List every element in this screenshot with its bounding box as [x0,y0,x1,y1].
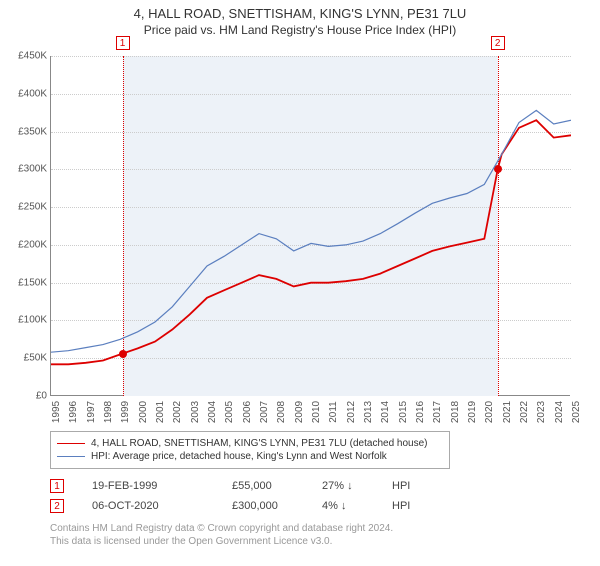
legend-label: HPI: Average price, detached house, King… [91,451,387,462]
x-tick-label: 1995 [51,401,62,423]
y-tick-label: £350K [3,126,47,137]
y-tick-label: £50K [3,353,47,364]
series-svg [51,56,571,396]
x-tick-label: 1997 [86,401,97,423]
sale-pct: 27% ↓ [322,480,392,492]
y-tick-label: £150K [3,277,47,288]
x-tick-label: 1999 [120,401,131,423]
sale-index-box: 1 [50,479,64,493]
legend-swatch [57,443,85,444]
chart-area: £0£50K£100K£150K£200K£250K£300K£350K£400… [50,56,570,396]
x-tick-label: 2025 [571,401,582,423]
x-tick-label: 1998 [103,401,114,423]
sale-index-box: 2 [50,499,64,513]
x-tick-label: 2019 [467,401,478,423]
sale-hpi-label: HPI [392,480,432,492]
sale-hpi-label: HPI [392,500,432,512]
x-tick-label: 2007 [259,401,270,423]
x-tick-label: 2009 [294,401,305,423]
y-tick-label: £200K [3,239,47,250]
series-price_paid [51,120,571,364]
x-tick-label: 2014 [380,401,391,423]
legend-row: HPI: Average price, detached house, King… [57,451,443,462]
x-tick-label: 2006 [242,401,253,423]
x-tick-label: 2021 [502,401,513,423]
x-tick-label: 2013 [363,401,374,423]
sale-row: 1 19-FEB-1999£55,00027% ↓HPI [50,476,432,496]
x-tick-label: 2023 [536,401,547,423]
legend-swatch [57,456,85,457]
x-tick-label: 2020 [484,401,495,423]
x-tick-label: 2011 [328,401,339,423]
footer-attribution: Contains HM Land Registry data © Crown c… [50,522,393,548]
x-tick-label: 2003 [190,401,201,423]
y-tick-label: £100K [3,315,47,326]
sale-pct: 4% ↓ [322,500,392,512]
sale-date: 06-OCT-2020 [92,500,232,512]
footer-line2: This data is licensed under the Open Gov… [50,535,393,548]
x-tick-label: 2002 [172,401,183,423]
x-tick-label: 2017 [432,401,443,423]
x-tick-label: 2005 [224,401,235,423]
footer-line1: Contains HM Land Registry data © Crown c… [50,522,393,535]
y-tick-label: £450K [3,51,47,62]
x-tick-label: 2004 [207,401,218,423]
legend-label: 4, HALL ROAD, SNETTISHAM, KING'S LYNN, P… [91,438,427,449]
chart-title: 4, HALL ROAD, SNETTISHAM, KING'S LYNN, P… [0,6,600,21]
x-tick-label: 2000 [138,401,149,423]
x-tick-label: 2015 [398,401,409,423]
sales-table: 1 19-FEB-1999£55,00027% ↓HPI 2 06-OCT-2020£… [50,476,432,516]
x-tick-label: 2012 [346,401,357,423]
sale-row: 2 06-OCT-2020£300,0004% ↓HPI [50,496,432,516]
sale-marker-box: 1 [116,36,130,50]
y-tick-label: £0 [3,391,47,402]
y-tick-label: £400K [3,88,47,99]
y-tick-label: £250K [3,202,47,213]
x-tick-label: 2016 [415,401,426,423]
legend-box: 4, HALL ROAD, SNETTISHAM, KING'S LYNN, P… [50,431,450,469]
x-tick-label: 2022 [519,401,530,423]
chart-subtitle: Price paid vs. HM Land Registry's House … [0,23,600,37]
sale-date: 19-FEB-1999 [92,480,232,492]
legend-row: 4, HALL ROAD, SNETTISHAM, KING'S LYNN, P… [57,438,443,449]
x-tick-label: 1996 [68,401,79,423]
y-tick-label: £300K [3,164,47,175]
plot-region: £0£50K£100K£150K£200K£250K£300K£350K£400… [50,56,570,396]
x-tick-label: 2024 [554,401,565,423]
series-hpi [51,110,571,352]
x-tick-label: 2018 [450,401,461,423]
x-tick-label: 2010 [311,401,322,423]
sale-price: £55,000 [232,480,322,492]
x-tick-label: 2001 [155,401,166,423]
sale-price: £300,000 [232,500,322,512]
sale-marker-box: 2 [491,36,505,50]
x-tick-label: 2008 [276,401,287,423]
